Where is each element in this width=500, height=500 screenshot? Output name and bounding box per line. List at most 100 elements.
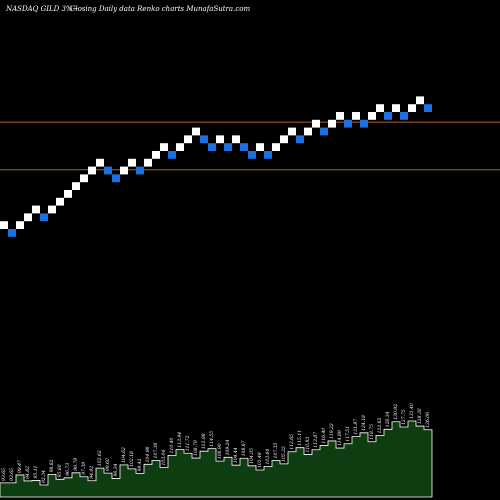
renko-brick-up [0, 221, 8, 229]
volume-value-label: 101.48 [257, 452, 263, 468]
renko-brick-down [112, 174, 120, 183]
renko-brick-up [24, 213, 32, 222]
renko-brick-up [232, 135, 240, 144]
renko-brick-up [120, 166, 128, 175]
volume-value-label: 92.34 [41, 470, 47, 483]
renko-brick-up [184, 135, 192, 144]
renko-brick-down [104, 166, 112, 175]
renko-brick-up [48, 205, 56, 214]
volume-value-label: 95.80 [57, 464, 63, 477]
renko-brick-up [192, 127, 200, 136]
renko-brick-down [360, 119, 368, 128]
renko-brick-up [96, 158, 104, 167]
volume-value-label: 104.62 [121, 447, 127, 463]
renko-brick-up [64, 190, 72, 198]
renko-brick-up [408, 104, 416, 112]
renko-brick-down [320, 127, 328, 136]
renko-brick-up [312, 119, 320, 128]
renko-brick-down [40, 213, 48, 222]
renko-brick-up [144, 158, 152, 167]
volume-value-label: 126.06 [425, 412, 431, 428]
volume-value-label: 94.82 [25, 466, 31, 479]
renko-brick-up [368, 112, 376, 120]
volume-value-label: 112.98 [201, 433, 207, 449]
volume-value-label: 130.92 [393, 404, 399, 420]
renko-brick-up [216, 135, 224, 144]
volume-value-label: 116.40 [321, 428, 327, 444]
volume-value-label: 111.72 [185, 435, 191, 451]
renko-brick-up [272, 143, 280, 151]
renko-brick-up [352, 112, 360, 120]
renko-brick-up [416, 96, 424, 105]
renko-brick-down [208, 143, 216, 151]
renko-brick-up [80, 174, 88, 183]
volume-value-label: 104.05 [249, 448, 255, 464]
volume-area [0, 420, 433, 498]
reference-lines [0, 121, 500, 171]
renko-brick-up [288, 127, 296, 136]
volume-value-label: 113.94 [177, 432, 183, 448]
volume-value-label: 127.75 [401, 409, 407, 425]
renko-brick-up [328, 119, 336, 128]
volume-value-label: 103.04 [161, 450, 167, 466]
renko-brick-up [160, 143, 168, 151]
renko-brick-up [72, 182, 80, 190]
renko-brick-down [424, 104, 432, 112]
volume-value-label: 131.40 [409, 403, 415, 419]
volume-value-label: 99.78 [73, 458, 79, 471]
volume-value-label: 115.11 [297, 430, 303, 446]
renko-brick-up [88, 166, 96, 175]
volume-value-label: 108.67 [241, 440, 247, 456]
renko-brick-down [384, 112, 392, 120]
volume-value-label: 109.24 [225, 439, 231, 455]
renko-brick-down [344, 119, 352, 128]
volume-value-label: 114.55 [209, 431, 215, 447]
renko-brick-up [56, 197, 64, 206]
volume-value-label: 102.18 [129, 451, 135, 467]
volume-value-label: 126.34 [385, 411, 391, 427]
volume-value-label: 118.75 [369, 424, 375, 440]
renko-brick-down [8, 229, 16, 237]
volume-value-label: 95.11 [33, 466, 39, 479]
renko-brick-up [32, 205, 40, 214]
renko-brick-up [392, 104, 400, 112]
volume-value-label: 113.87 [313, 432, 319, 448]
volume-value-label: 103.64 [265, 449, 271, 465]
renko-brick-down [400, 112, 408, 120]
volume-value-label: 107.35 [273, 443, 279, 459]
chart-header-subtitle: Closing Daily data Renko charts MunafaSu… [70, 5, 250, 13]
volume-value-label: 119.22 [329, 423, 335, 439]
renko-brick-up [376, 104, 384, 112]
volume-value-label: 108.79 [193, 440, 199, 456]
volume-value-label: 110.40 [169, 438, 175, 454]
volume-value-label: 114.89 [337, 430, 343, 446]
volume-value-label: 128.30 [417, 408, 423, 424]
volume-value-label: 104.96 [145, 446, 151, 462]
renko-brick-down [168, 151, 176, 159]
volume-value-label: 98.82 [49, 459, 55, 472]
volume-value-label: 93.65 [1, 468, 7, 481]
renko-brick-up [176, 143, 184, 151]
renko-brick-up [256, 143, 264, 151]
volume-value-label: 97.39 [81, 462, 87, 475]
volume-value-label: 105.22 [281, 446, 287, 462]
volume-value-label: 93.65 [9, 468, 15, 481]
renko-brick-up [16, 221, 24, 229]
renko-brick-down [136, 166, 144, 175]
volume-value-label: 94.92 [89, 466, 95, 479]
renko-brick-up [128, 158, 136, 167]
volume-value-label: 117.51 [345, 426, 351, 442]
renko-brick-down [248, 151, 256, 159]
volume-value-label: 121.87 [353, 419, 359, 435]
volume-value-label: 112.65 [289, 434, 295, 450]
renko-brick-down [296, 135, 304, 144]
renko-bricks [0, 96, 432, 237]
renko-brick-up [280, 135, 288, 144]
renko-brick-down [224, 143, 232, 151]
volume-value-label: 99.60 [105, 458, 111, 471]
volume-value-label: 102.62 [97, 450, 103, 466]
renko-brick-down [240, 143, 248, 151]
